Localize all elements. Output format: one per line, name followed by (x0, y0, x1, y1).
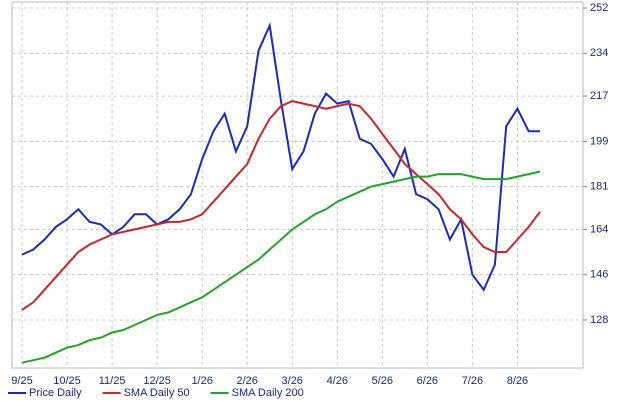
x-tick-label: 1/26 (191, 375, 212, 387)
x-tick-label: 5/26 (372, 375, 393, 387)
y-tick-label: 199 (590, 135, 608, 147)
y-tick-label: 217 (590, 90, 608, 102)
legend-label: SMA Daily 200 (232, 387, 304, 399)
x-tick-label: 9/25 (11, 375, 32, 387)
x-tick-label: 4/26 (327, 375, 348, 387)
x-tick-label: 6/26 (417, 375, 438, 387)
y-tick-label: 252 (590, 2, 608, 14)
x-tick-label: 12/25 (143, 375, 171, 387)
x-tick-label: 8/26 (507, 375, 528, 387)
legend-label: SMA Daily 50 (124, 387, 190, 399)
x-tick-label: 10/25 (53, 375, 81, 387)
legend-label: Price Daily (29, 387, 82, 399)
y-tick-label: 164 (590, 223, 608, 235)
series-line (21, 22, 540, 292)
y-tick-label: 234 (590, 47, 608, 59)
plot-frame (11, 1, 584, 369)
series-line (21, 170, 541, 364)
y-tick-label: 146 (590, 269, 608, 281)
y-tick-label: 128 (590, 314, 608, 326)
x-tick-label: 11/25 (99, 375, 126, 387)
series-line (21, 100, 541, 311)
y-tick-label: 181 (590, 181, 608, 193)
x-tick-label: 3/26 (282, 375, 303, 387)
x-tick-label: 2/26 (236, 375, 257, 387)
x-tick-label: 7/26 (462, 375, 483, 387)
